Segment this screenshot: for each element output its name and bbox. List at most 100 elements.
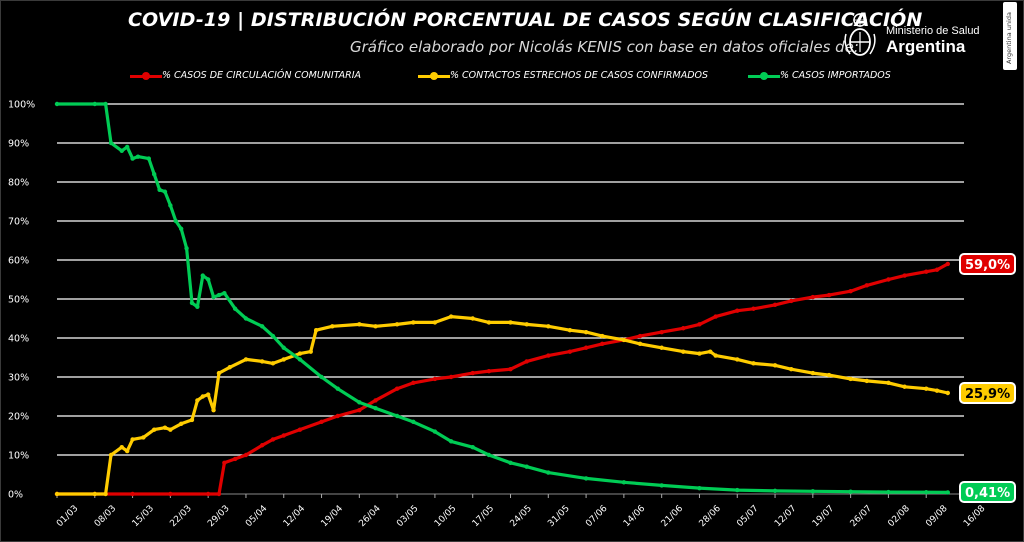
data-point-imported [162,189,168,194]
data-point-imported [508,460,513,465]
data-point-contacts [141,435,146,440]
data-point-community [357,407,362,413]
data-point-community [470,370,475,376]
data-point-imported [297,357,303,362]
data-point-imported [189,300,195,306]
data-point-imported [146,156,151,161]
data-point-community [697,322,702,327]
data-point-contacts [886,380,891,386]
x-tick-label: 17/05 [471,504,496,529]
legend-swatch-community [130,71,162,81]
data-point-contacts [189,417,195,423]
data-point-imported [173,218,178,224]
data-point-imported [184,246,189,251]
x-tick-label: 28/06 [698,504,724,530]
data-point-contacts [259,359,265,364]
ministry-name: Ministerio de Salud [886,25,980,37]
data-point-imported [394,413,400,419]
end-label-community: 59,0% [959,252,1017,275]
data-point-imported [524,464,529,469]
x-tick-label: 24/05 [509,504,534,529]
data-point-community [945,261,951,267]
data-point-contacts [394,322,400,327]
data-point-contacts [735,357,740,362]
data-point-contacts [810,370,816,376]
data-point-community [546,353,551,358]
data-point-contacts [54,491,60,497]
data-point-contacts [486,320,492,325]
data-point-contacts [659,345,664,350]
data-point-imported [373,406,378,411]
data-point-contacts [270,361,276,366]
data-point-community [713,314,718,319]
data-point-community [335,413,340,419]
data-point-imported [222,290,227,296]
x-tick-label: 14/06 [622,504,648,530]
series-line-contacts [55,315,950,496]
data-point-imported [157,187,162,192]
data-point-community [902,273,907,278]
data-point-imported [205,277,211,282]
data-point-community [886,277,891,282]
data-point-imported [216,292,222,298]
data-point-imported [448,439,454,444]
data-point-imported [486,452,492,458]
data-point-contacts [772,363,778,368]
data-point-imported [470,445,475,450]
y-tick-label: 90% [8,139,29,150]
data-point-imported [270,333,276,339]
legend-item-community: % CASOS DE CIRCULACIÓN COMUNITARIA [130,70,361,86]
data-point-contacts [227,365,232,370]
y-tick-label: 60% [8,256,29,267]
y-tick-label: 100% [8,100,35,111]
data-point-contacts [751,361,756,366]
data-point-contacts [567,328,573,333]
data-point-community [205,491,211,497]
data-point-contacts [848,376,853,382]
data-point-community [448,374,454,380]
x-tick-label: 12/07 [773,504,798,529]
legend-swatch-imported [748,71,780,81]
data-point-community [583,345,589,350]
data-point-imported [357,400,362,405]
y-tick-label: 40% [8,334,29,345]
data-point-imported [697,485,702,491]
legend-label-contacts: % CONTACTOS ESTRECHOS DE CASOS CONFIRMAD… [450,70,709,81]
data-point-imported [583,476,589,481]
data-point-community [681,326,686,331]
data-point-community [924,269,929,274]
y-tick-label: 0% [8,490,23,501]
end-label-imported: 0,41% [959,481,1017,504]
data-point-contacts [902,384,907,389]
data-point-community [751,306,756,311]
data-point-community [637,333,643,339]
data-point-community [222,460,227,465]
x-tick-label: 21/06 [660,504,686,530]
data-point-community [659,329,664,335]
data-point-community [297,427,303,432]
data-point-imported [621,480,627,485]
side-badge: Argentina unida [1003,2,1017,70]
data-point-contacts [470,316,475,321]
legend-swatch-contacts [418,71,450,81]
data-point-community [508,367,513,372]
data-point-imported [130,156,135,161]
data-point-imported [54,101,60,107]
data-point-imported [108,140,114,146]
x-tick-label: 19/07 [811,504,836,529]
data-point-contacts [924,386,929,391]
data-point-contacts [281,357,286,362]
data-point-imported [178,226,184,231]
coat-of-arms-icon [844,13,876,56]
x-tick-label: 05/04 [244,504,270,530]
data-point-contacts [583,329,589,335]
data-point-community [789,298,794,304]
data-point-contacts [934,388,940,393]
data-point-contacts [308,349,313,354]
data-point-community [270,437,276,442]
data-point-contacts [697,351,702,356]
data-point-contacts [92,491,97,497]
data-point-contacts [108,452,114,458]
data-point-community [130,491,135,497]
data-point-community [524,359,529,364]
